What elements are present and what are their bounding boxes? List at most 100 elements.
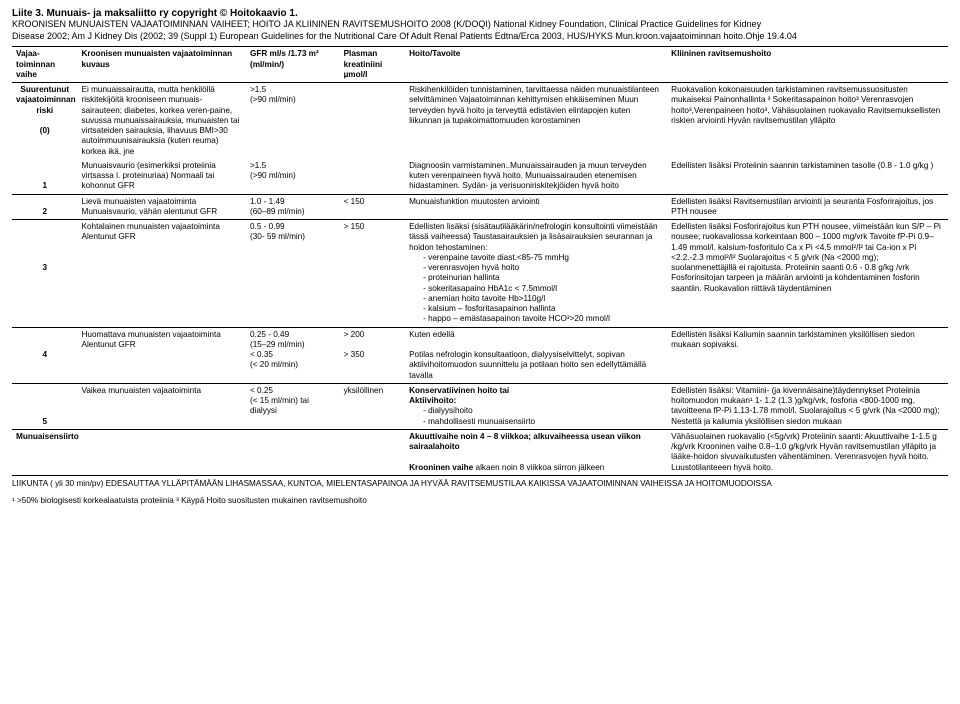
list-item: mahdollisesti munuaisensiirto — [423, 417, 663, 427]
stage-label: 5 — [12, 383, 78, 429]
nutr-cell: Edellisten lisäksi Ravitsemustilan arvio… — [667, 194, 948, 220]
stage-label: 3 — [12, 220, 78, 328]
col-stage: Vajaa-toiminnan vaihe — [12, 47, 78, 83]
nutr-cell: Vähäsuolainen ruokavalio (<5g/vrk) Prote… — [667, 429, 948, 475]
gfr-sub: (>90 ml/min) — [250, 171, 296, 180]
gfr-sub: (< 15 ml/min) tai dialyysi — [250, 396, 309, 415]
footer-line: LIIKUNTA ( yli 30 min/pv) EDESAUTTAA YLL… — [12, 475, 948, 488]
target-cell: Munuaisfunktion muutosten arviointi — [405, 194, 667, 220]
plasma-value: > 200 — [344, 330, 365, 339]
nutr-cell: Ruokavalion kokonaisuuden tarkistaminen … — [667, 83, 948, 159]
desc-cell: Huomattava munuaisten vajaatoiminta Alen… — [78, 327, 246, 383]
header-line1: KROONISEN MUNUAISTEN VAJAATOIMINNAN VAIH… — [12, 19, 948, 31]
target-text: Kuten edellä — [409, 330, 455, 339]
target-text-2: Potilas nefrologin konsultaatioon, dialy… — [409, 350, 646, 380]
table-row: 4 Huomattava munuaisten vajaatoiminta Al… — [12, 327, 948, 383]
gfr-cell — [246, 429, 340, 475]
list-item: kalsium – fosforitasapainon hallinta — [423, 304, 663, 314]
gfr-sub: (30- 59 ml/min) — [250, 232, 305, 241]
target-cell: Kuten edellä Potilas nefrologin konsulta… — [405, 327, 667, 383]
plasma-cell: > 150 — [340, 220, 406, 328]
nutr-cell: Edellisten lisäksi Proteiinin saannin ta… — [667, 159, 948, 194]
footnote: ¹ >50% biologisesti korkealaatuista prot… — [12, 496, 948, 505]
gfr-cell: < 0.25 (< 15 ml/min) tai dialyysi — [246, 383, 340, 429]
target-text: Akuuttivaihe noin 4 – 8 viikkoa; alkuvai… — [409, 432, 641, 451]
stage-text: 1 — [42, 181, 47, 190]
col-target: Hoito/Tavoite — [405, 47, 667, 83]
gfr-sub: (15–29 ml/min) — [250, 340, 305, 349]
stage-label: 2 — [12, 194, 78, 220]
page-header: Liite 3. Munuais- ja maksaliitto ry copy… — [12, 8, 948, 42]
table-row: Munuaisensiirto Akuuttivaihe noin 4 – 8 … — [12, 429, 948, 475]
nutr-cell: Edellisten lisäksi Kaliumin saannin tark… — [667, 327, 948, 383]
gfr-sub: (>90 ml/min) — [250, 95, 296, 104]
list-item: verenrasvojen hyvä hoito — [423, 263, 663, 273]
target-head: Edellisten lisäksi (sisätautilääkärin/ne… — [409, 222, 657, 252]
list-item: verenpaine tavoite diast.<85-75 mmHg — [423, 253, 663, 263]
gfr-value-2: < 0.35 — [250, 350, 273, 359]
plasma-cell — [340, 429, 406, 475]
table-row: 3 Kohtalainen munuaisten vajaatoiminta A… — [12, 220, 948, 328]
plasma-cell — [340, 159, 406, 194]
target-list: dialyysihoito mahdollisesti munuaisensii… — [409, 406, 663, 427]
col-gfr: GFR ml/s /1.73 m² (ml/min/) — [246, 47, 340, 83]
gfr-sub: (60–89 ml/min) — [250, 207, 305, 216]
stage-label: Munuaisensiirto — [12, 429, 78, 475]
target-head-2: Aktiivihoito: — [409, 396, 456, 405]
plasma-cell: < 150 — [340, 194, 406, 220]
desc-cell: Munuaisvaurio (esimerkiksi proteiinia vi… — [78, 159, 246, 194]
table-header-row: Vajaa-toiminnan vaihe Kroonisen munuaist… — [12, 47, 948, 83]
nutr-cell: Edellisten lisäksi Fosforirajoitus kun P… — [667, 220, 948, 328]
stage-label: Suurentunut vajaatoiminnan riski (0) — [12, 83, 78, 159]
plasma-cell: yksilöllinen — [340, 383, 406, 429]
table-row: 2 Lievä munuaisten vajaatoiminta Munuais… — [12, 194, 948, 220]
gfr-cell: 0.25 - 0.49 (15–29 ml/min) < 0.35 (< 20 … — [246, 327, 340, 383]
table-row: 5 Vaikea munuaisten vajaatoiminta < 0.25… — [12, 383, 948, 429]
main-table: Vajaa-toiminnan vaihe Kroonisen munuaist… — [12, 46, 948, 475]
gfr-value: 1.0 - 1.49 — [250, 197, 285, 206]
stage-text: Suurentunut vajaatoiminnan riski — [16, 85, 76, 115]
gfr-value: >1.5 — [250, 85, 266, 94]
header-title: Liite 3. Munuais- ja maksaliitto ry copy… — [12, 8, 948, 19]
stage-label: 1 — [12, 159, 78, 194]
plasma-cell: > 200 > 350 — [340, 327, 406, 383]
target-list: verenpaine tavoite diast.<85-75 mmHg ver… — [409, 253, 663, 325]
plasma-cell — [340, 83, 406, 159]
stage-text-zero: (0) — [40, 126, 50, 135]
gfr-value: 0.5 - 0.99 — [250, 222, 285, 231]
table-row: Suurentunut vajaatoiminnan riski (0) Ei … — [12, 83, 948, 159]
col-nutrition: Kliininen ravitsemushoito — [667, 47, 948, 83]
gfr-cell: >1.5 (>90 ml/min) — [246, 83, 340, 159]
list-item: proteinurian hallinta — [423, 273, 663, 283]
stage-text: 5 — [42, 417, 47, 426]
desc-cell: Vaikea munuaisten vajaatoiminta — [78, 383, 246, 429]
gfr-value: 0.25 - 0.49 — [250, 330, 289, 339]
target-cell: Riskihenkilöiden tunnistaminen, tarvitta… — [405, 83, 667, 159]
target-cell: Diagnoosin varmistaminen..Munuaissairaud… — [405, 159, 667, 194]
nutr-cell: Edellisten lisäksi: Vitamiini- (ja kiven… — [667, 383, 948, 429]
col-desc: Kroonisen munuaisten vajaatoiminnan kuva… — [78, 47, 246, 83]
target-head-1: Konservatiivinen hoito tai — [409, 386, 509, 395]
desc-cell: Lievä munuaisten vajaatoiminta Munuaisva… — [78, 194, 246, 220]
desc-cell: Kohtalainen munuaisten vajaatoiminta Ale… — [78, 220, 246, 328]
table-row: 1 Munuaisvaurio (esimerkiksi proteiinia … — [12, 159, 948, 194]
header-line2: Disease 2002; Am J Kidney Dis (2002; 39 … — [12, 31, 948, 43]
stage-label: 4 — [12, 327, 78, 383]
target-cell: Edellisten lisäksi (sisätautilääkärin/ne… — [405, 220, 667, 328]
stage-text: 2 — [42, 207, 47, 216]
target-cell: Konservatiivinen hoito tai Aktiivihoito:… — [405, 383, 667, 429]
list-item: sokeritasapaino HbA1c < 7.5mmol/l — [423, 284, 663, 294]
desc-cell — [78, 429, 246, 475]
list-item: happo – emästasapainon tavoite HCO³>20 m… — [423, 314, 663, 324]
stage-text: 3 — [42, 263, 47, 272]
gfr-cell: >1.5 (>90 ml/min) — [246, 159, 340, 194]
gfr-cell: 0.5 - 0.99 (30- 59 ml/min) — [246, 220, 340, 328]
desc-cell: Ei munuaissairautta, mutta henkilöllä ri… — [78, 83, 246, 159]
target-text-2: Krooninen vaihe alkaen noin 8 viikkoa si… — [409, 463, 604, 472]
col-plasma: Plasman kreatiniini µmol/l — [340, 47, 406, 83]
gfr-sub-2: (< 20 ml/min) — [250, 360, 298, 369]
gfr-value: >1.5 — [250, 161, 266, 170]
list-item: dialyysihoito — [423, 406, 663, 416]
gfr-cell: 1.0 - 1.49 (60–89 ml/min) — [246, 194, 340, 220]
gfr-value: < 0.25 — [250, 386, 273, 395]
